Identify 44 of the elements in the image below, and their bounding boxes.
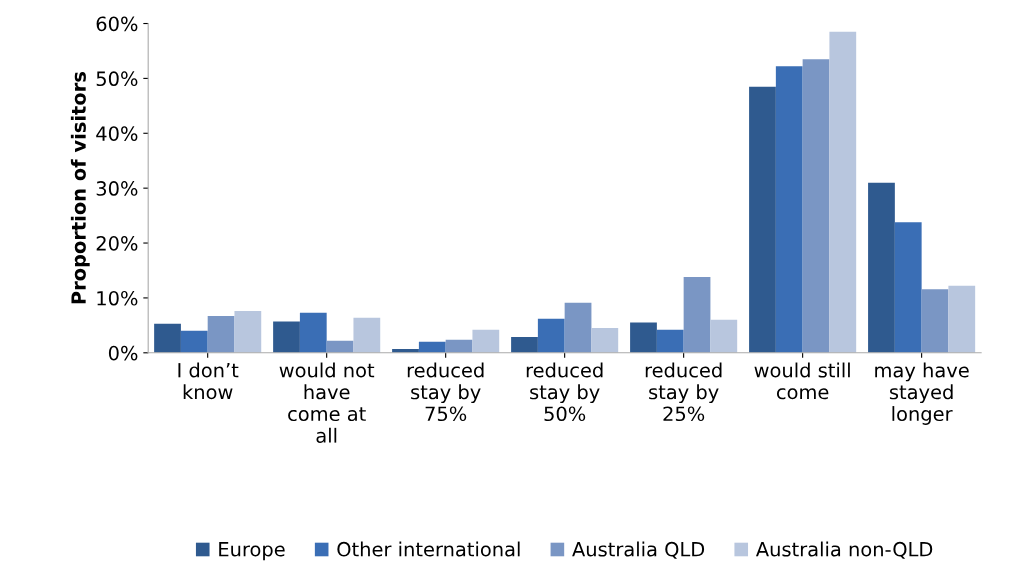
legend-label: Australia QLD bbox=[572, 541, 705, 559]
bar bbox=[868, 182, 895, 353]
x-tick-label: may have stayed longer bbox=[875, 362, 969, 425]
legend-label: Australia non-QLD bbox=[755, 541, 933, 559]
y-tick-label: 30% bbox=[96, 181, 138, 196]
bar bbox=[299, 312, 327, 353]
y-tick-label: 10% bbox=[97, 290, 138, 306]
y-tick-label: 40% bbox=[96, 126, 138, 141]
bar bbox=[180, 330, 208, 353]
bar bbox=[829, 31, 857, 353]
bar bbox=[683, 277, 711, 353]
bar bbox=[418, 341, 446, 353]
bar bbox=[564, 302, 592, 353]
y-tick-label: 0% bbox=[108, 345, 138, 361]
legend-label: Europe bbox=[219, 542, 285, 561]
bar bbox=[948, 285, 976, 353]
bar bbox=[775, 66, 803, 353]
x-tick-label: would not have come at all bbox=[279, 362, 375, 443]
y-axis-title: Proportion of visitors bbox=[70, 72, 90, 304]
x-tick-label: would still come bbox=[754, 362, 850, 400]
bar bbox=[472, 329, 500, 353]
bar bbox=[630, 322, 657, 353]
bar bbox=[591, 328, 619, 353]
y-tick-label: 60% bbox=[96, 16, 138, 32]
bar bbox=[511, 336, 538, 353]
bar bbox=[207, 316, 235, 353]
y-tick-label: 50% bbox=[96, 71, 138, 87]
bar bbox=[921, 289, 949, 353]
bar bbox=[749, 86, 776, 353]
x-tick-label: reduced stay by 75% bbox=[407, 362, 484, 422]
bar bbox=[802, 59, 830, 353]
bar bbox=[353, 317, 381, 353]
bar bbox=[656, 329, 684, 353]
legend-label: Other international bbox=[337, 541, 520, 557]
bar bbox=[710, 319, 738, 353]
y-tick-label: 20% bbox=[96, 236, 138, 251]
x-tick-label: I don’t know bbox=[178, 362, 239, 400]
x-tick-label: reduced stay by 25% bbox=[645, 362, 722, 422]
x-tick-label: reduced stay by 50% bbox=[526, 362, 603, 422]
bar bbox=[234, 311, 262, 353]
bar bbox=[537, 318, 565, 353]
bar bbox=[154, 323, 181, 353]
bar bbox=[894, 222, 922, 353]
bar bbox=[273, 321, 300, 353]
